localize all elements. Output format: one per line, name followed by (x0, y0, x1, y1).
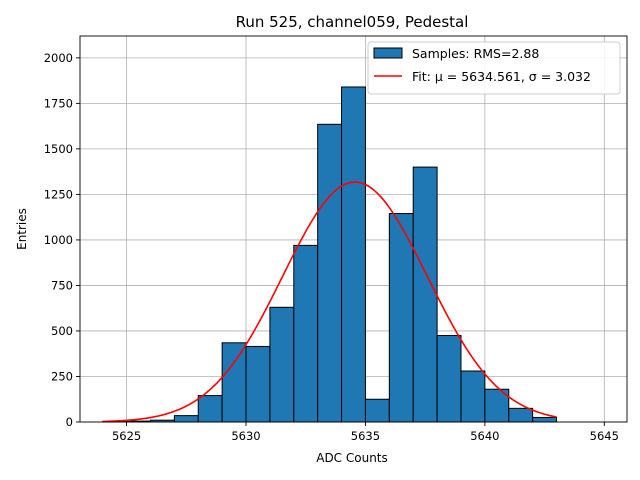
x-tick-label: 5635 (351, 429, 380, 443)
legend-histogram-swatch (373, 47, 403, 59)
x-tick-label: 5625 (112, 429, 141, 443)
chart-title: Run 525, channel059, Pedestal (236, 13, 469, 31)
histogram-bar (508, 407, 534, 423)
gaussian-fit-curve (102, 181, 557, 423)
histogram-bar (436, 335, 462, 423)
y-tick-label: 2000 (44, 51, 73, 65)
histogram-bar (245, 345, 271, 423)
legend-box (367, 41, 621, 95)
histogram-bar (293, 244, 319, 423)
x-tick-label: 5645 (590, 429, 619, 443)
histogram-bar (173, 415, 199, 423)
y-tick-label: 1250 (44, 187, 73, 201)
histogram-bar (197, 395, 223, 423)
y-tick-label: 1000 (44, 233, 73, 247)
x-tick-label: 5640 (470, 429, 499, 443)
histogram-bar (460, 370, 486, 423)
y-tick-label: 0 (66, 415, 73, 429)
y-tick-label: 250 (51, 369, 73, 383)
histogram-bar (532, 416, 558, 423)
histogram-bar (412, 166, 438, 423)
legend-fit-label: Fit: μ = 5634.561, σ = 3.032 (412, 69, 591, 84)
y-tick-label: 750 (51, 278, 73, 292)
y-axis-label: Entries (15, 208, 29, 250)
histogram-bar (317, 123, 343, 423)
legend-histogram-label: Samples: RMS=2.88 (412, 46, 539, 61)
y-tick-label: 1750 (44, 96, 73, 110)
histogram-bar (269, 306, 295, 423)
y-axis-ticks: 0 250 500 750 1000 1250 1500 1750 2000 (44, 51, 80, 429)
y-tick-label: 500 (51, 324, 73, 338)
legend: Samples: RMS=2.88 Fit: μ = 5634.561, σ =… (367, 41, 621, 95)
y-tick-label: 1500 (44, 142, 73, 156)
x-tick-label: 5630 (231, 429, 260, 443)
histogram-bar (341, 86, 366, 423)
histogram-bar (364, 398, 390, 423)
histogram-bar (221, 342, 247, 423)
x-axis-label: ADC Counts (316, 451, 388, 465)
x-axis-ticks: 5625 5630 5635 5640 5645 (112, 422, 619, 443)
histogram-bars (102, 86, 558, 423)
plot-frame (79, 35, 628, 423)
histogram-bar (388, 213, 414, 423)
